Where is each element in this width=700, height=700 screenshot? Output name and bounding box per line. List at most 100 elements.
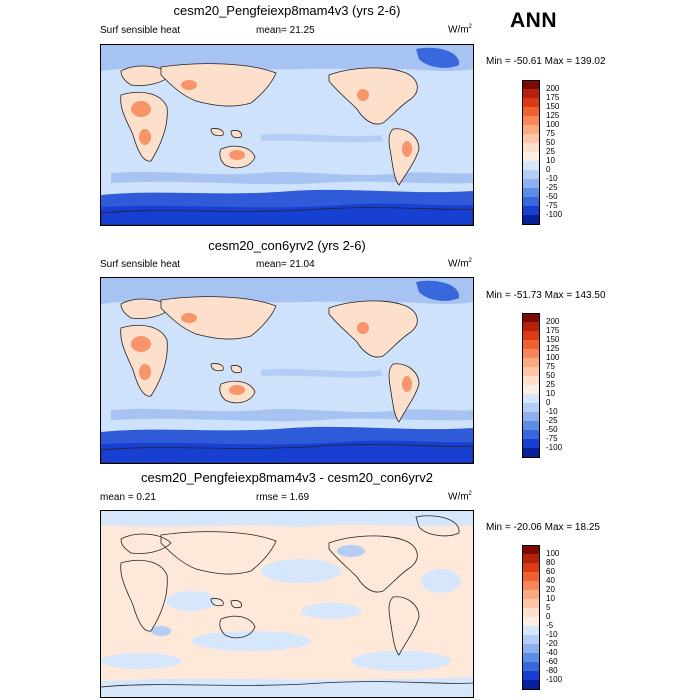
colorbar-tick-label: 150 [546, 102, 560, 111]
colorbar-segment [522, 98, 540, 108]
colorbar-segment [522, 215, 540, 225]
colorbar-segment [522, 671, 540, 681]
colorbar-tick-label: 10 [546, 156, 555, 165]
colorbar-segment [522, 340, 540, 350]
colorbar-tick-label: 175 [546, 326, 560, 335]
units-text: W/m [448, 491, 469, 503]
colorbar-segment [522, 152, 540, 162]
colorbar-tick-label: 20 [546, 585, 555, 594]
min-max-label: Min = -51.73 Max = 143.50 [486, 290, 606, 301]
colorbar-tick-label: 125 [546, 111, 560, 120]
colorbar-tick-label: -50 [546, 425, 558, 434]
colorbar-segment [522, 635, 540, 645]
colorbar-segment [522, 545, 540, 555]
colorbar-tick-label: -10 [546, 174, 558, 183]
variable-label: Surf sensible heat [100, 259, 181, 270]
colorbar-tick-label: -60 [546, 657, 558, 666]
colorbar-tick-label: 0 [546, 398, 551, 407]
colorbar-tick-label: 40 [546, 576, 555, 585]
colorbar-tick-label: -20 [546, 639, 558, 648]
colorbar-segment [522, 367, 540, 377]
mean-label: mean = 0.21 [100, 492, 156, 503]
world-map [101, 511, 473, 697]
colorbar-tick-label: -100 [546, 443, 563, 452]
variable-label: Surf sensible heat [100, 25, 181, 36]
colorbar-tick-label: 200 [546, 317, 560, 326]
colorbar-segment [522, 448, 540, 458]
units-superscript: 2 [468, 491, 472, 497]
units-text: W/m [448, 24, 469, 36]
colorbar-tick-label: 100 [546, 549, 560, 558]
colorbar-segment [522, 590, 540, 600]
colorbar-segment [522, 197, 540, 207]
colorbar-segment [522, 313, 540, 323]
colorbar-segment [522, 358, 540, 368]
colorbar-tick-label: 25 [546, 380, 555, 389]
mean-label: mean= 21.04 [256, 259, 315, 270]
colorbar-segment [522, 421, 540, 431]
colorbar-segment [522, 116, 540, 126]
colorbar-segment [522, 179, 540, 189]
units-text: W/m [448, 258, 469, 270]
rmse-label: rmse = 1.69 [256, 492, 310, 503]
colorbar-segment [522, 107, 540, 117]
colorbar-segment [522, 394, 540, 404]
colorbar: 200 175 150 125 100 75 50 25 10 0 -10 -25 -50 -75 -100 [522, 80, 562, 225]
units-label: W/m2 [448, 24, 472, 35]
colorbar-tick-label: 125 [546, 344, 560, 353]
colorbar-segment [522, 206, 540, 216]
colorbar-tick-label: -5 [546, 621, 554, 630]
map-plot [100, 277, 474, 464]
units-superscript: 2 [468, 24, 472, 30]
units-superscript: 2 [468, 258, 472, 264]
colorbar-segment [522, 581, 540, 591]
min-max-label: Min = -20.06 Max = 18.25 [486, 522, 600, 533]
colorbar: 100 80 60 40 20 10 5 0 -5 -10 -20 -40 -60 -80 -100 [522, 545, 562, 690]
colorbar-segment [522, 403, 540, 413]
map-plot [100, 510, 474, 698]
colorbar-tick-label: 175 [546, 93, 560, 102]
colorbar-tick-label: -40 [546, 648, 558, 657]
colorbar-tick-label: 10 [546, 389, 555, 398]
colorbar-segment [522, 376, 540, 386]
colorbar-segment [522, 161, 540, 171]
colorbar-segment [522, 331, 540, 341]
colorbar-tick-label: 10 [546, 594, 555, 603]
colorbar-segment [522, 644, 540, 654]
colorbar-tick-label: 75 [546, 362, 555, 371]
colorbar-tick-label: -25 [546, 416, 558, 425]
colorbar-segment [522, 80, 540, 90]
colorbar-tick-label: -100 [546, 675, 563, 684]
panel-title: cesm20_Pengfeiexp8mam4v3 - cesm20_con6yr… [141, 470, 433, 485]
colorbar-tick-label: 100 [546, 353, 560, 362]
mean-label: mean= 21.25 [256, 25, 315, 36]
colorbar-tick-label: 0 [546, 612, 551, 621]
colorbar-segment [522, 662, 540, 672]
colorbar-segment [522, 134, 540, 144]
colorbar-segment [522, 439, 540, 449]
colorbar-segment [522, 617, 540, 627]
min-max-label: Min = -50.61 Max = 139.02 [486, 56, 606, 67]
colorbar-segment [522, 170, 540, 180]
colorbar-tick-label: 50 [546, 371, 555, 380]
colorbar-tick-label: -75 [546, 434, 558, 443]
colorbar-tick-label: 25 [546, 147, 555, 156]
world-map [101, 278, 473, 463]
colorbar-tick-label: 0 [546, 165, 551, 174]
colorbar-segment [522, 188, 540, 198]
colorbar-tick-label: 100 [546, 120, 560, 129]
map-plot [100, 44, 474, 226]
colorbar-segment [522, 89, 540, 99]
colorbar-tick-label: 150 [546, 335, 560, 344]
panel-title: cesm20_con6yrv2 (yrs 2-6) [208, 238, 366, 253]
colorbar-segment [522, 322, 540, 332]
colorbar-tick-label: -80 [546, 666, 558, 675]
units-label: W/m2 [448, 258, 472, 269]
colorbar-segment [522, 626, 540, 636]
colorbar-segment [522, 563, 540, 573]
colorbar: 200 175 150 125 100 75 50 25 10 0 -10 -25 -50 -75 -100 [522, 313, 562, 458]
colorbar-tick-label: 50 [546, 138, 555, 147]
colorbar-tick-label: 60 [546, 567, 555, 576]
colorbar-segment [522, 430, 540, 440]
world-map [101, 45, 473, 225]
